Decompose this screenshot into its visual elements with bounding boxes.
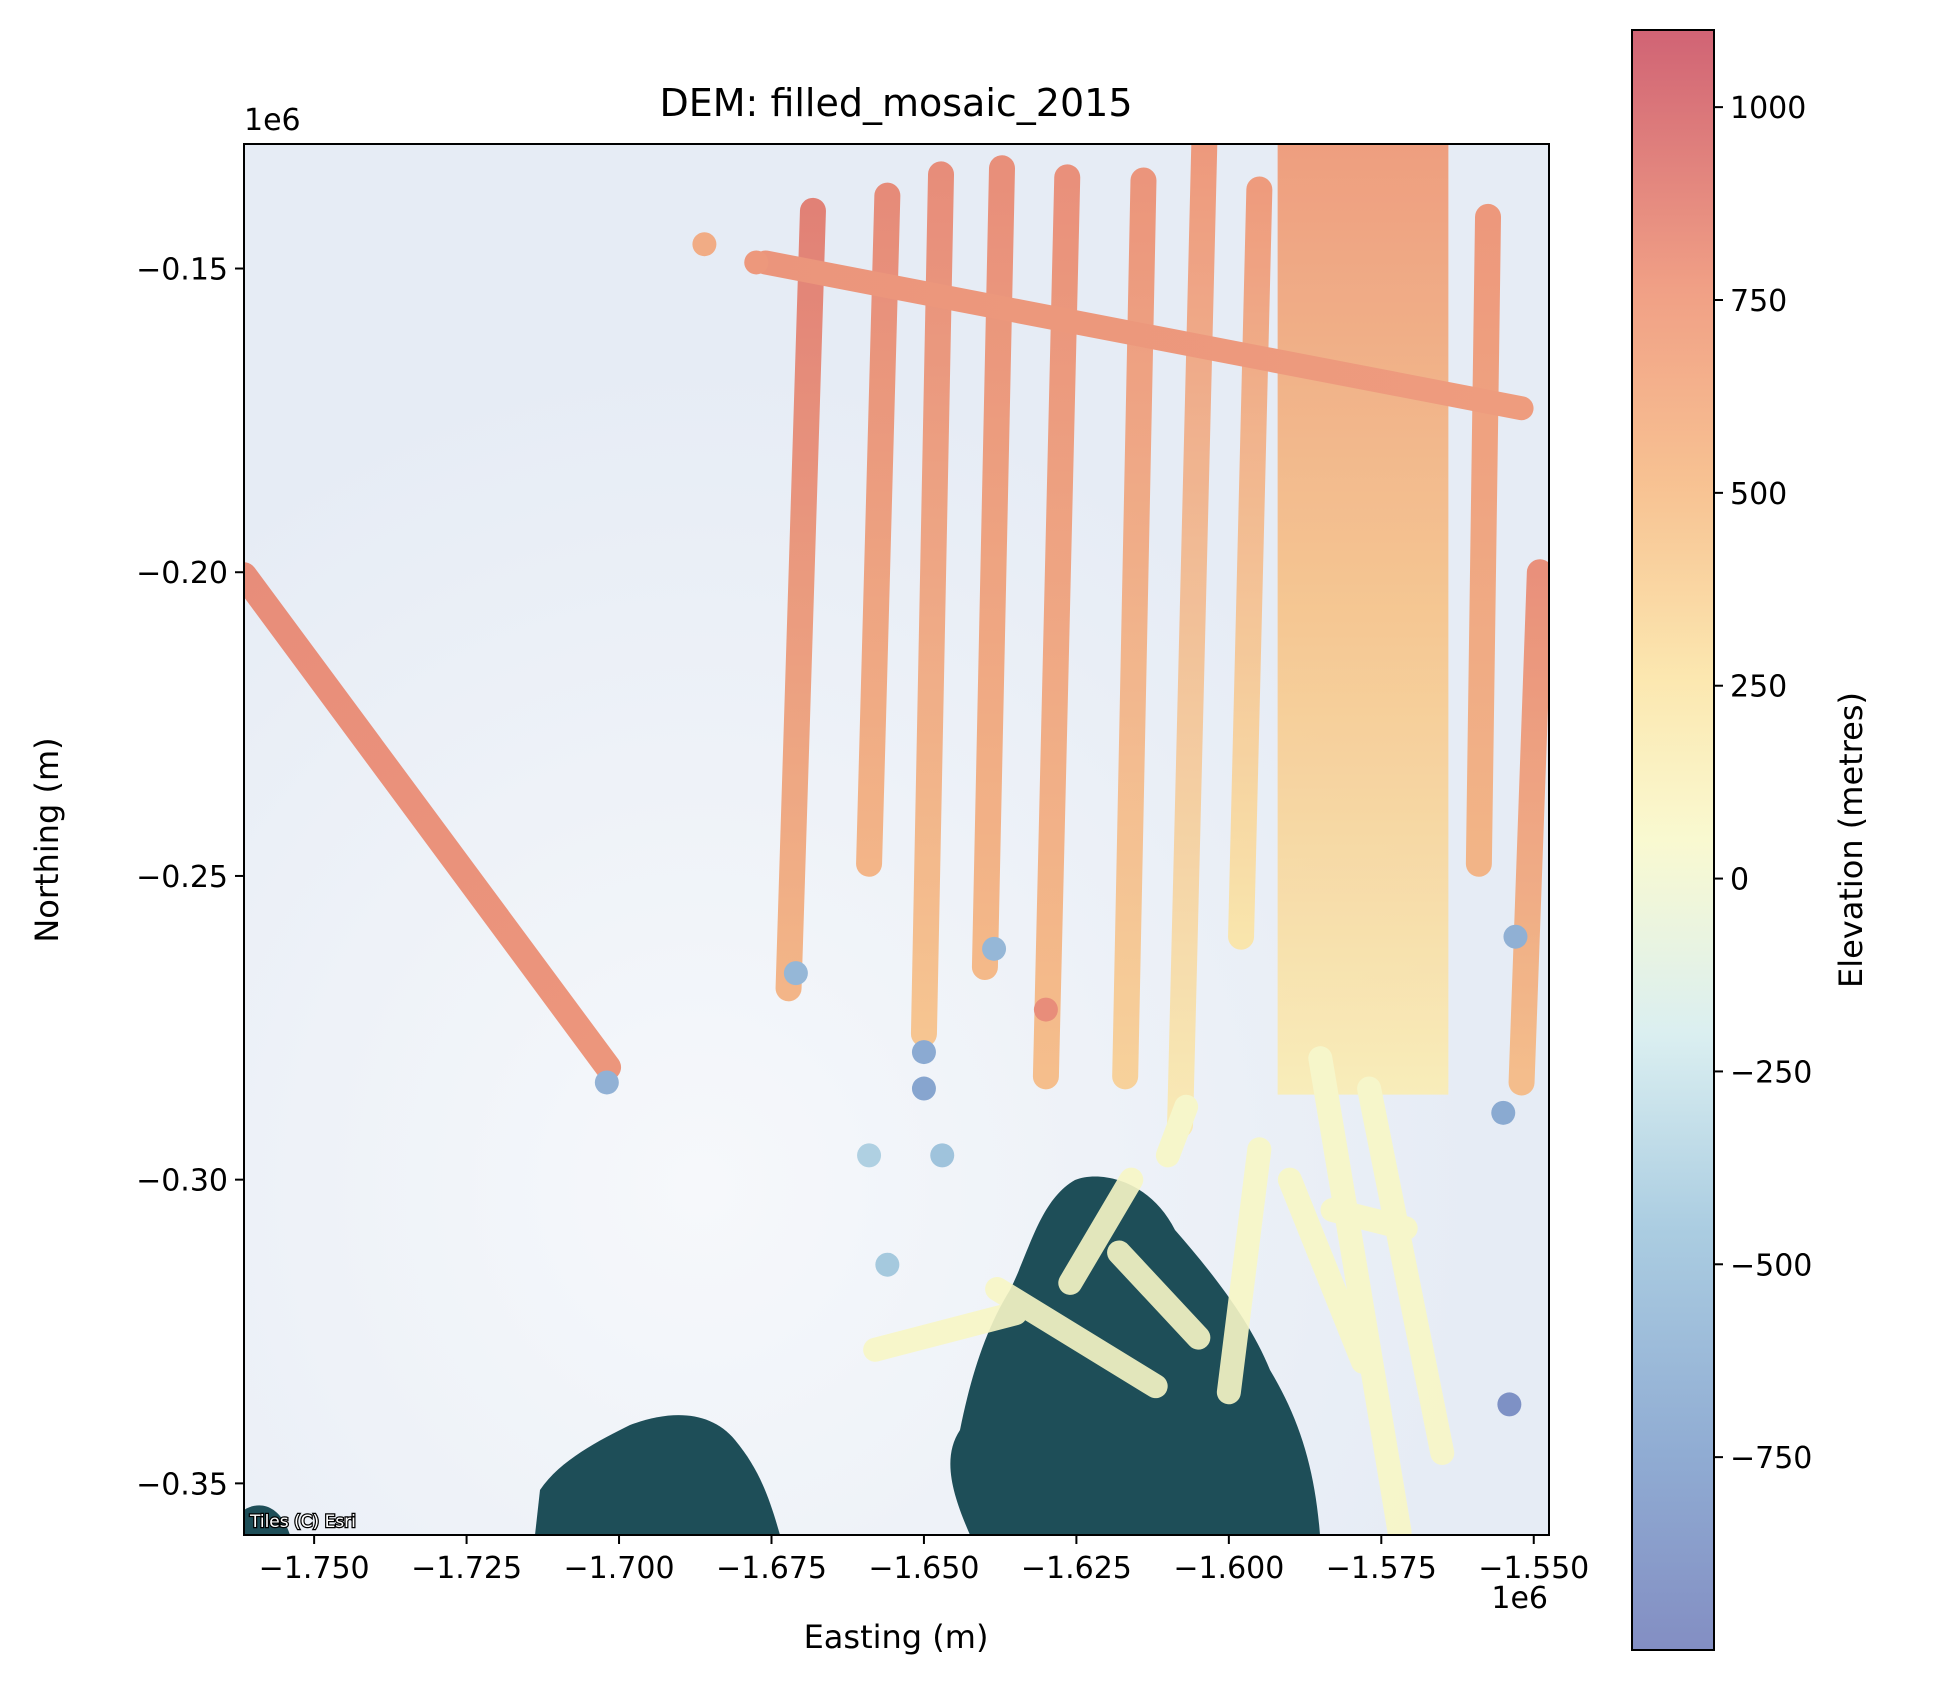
map-area: Tiles (C) Esri	[244, 144, 1549, 1535]
dem-track	[971, 155, 1015, 981]
dem-patch	[744, 250, 769, 275]
dem-track	[1167, 144, 1218, 1138]
x-tick-label: −1.625	[1021, 1551, 1132, 1586]
x-axis-label: Easting (m)	[804, 1618, 989, 1656]
dem-layer	[244, 144, 1549, 1535]
dem-track	[244, 562, 622, 1081]
y-tick-label: −0.15	[136, 253, 228, 288]
x-ticks: −1.750 −1.725 −1.700 −1.675 −1.650 −1.625 −1.6…	[259, 1535, 1589, 1586]
y-tick-label: −0.30	[136, 1164, 228, 1199]
colorbar-tick-label: −250	[1730, 1055, 1812, 1090]
dem-track	[1058, 1167, 1144, 1295]
dem-track	[1277, 1167, 1376, 1374]
colorbar-tick-label: −500	[1730, 1248, 1812, 1283]
dem-patch	[911, 1040, 936, 1065]
dem-track	[910, 161, 955, 1047]
y-tick-label: −0.35	[136, 1467, 228, 1502]
ocean-region	[950, 1176, 1320, 1535]
ocean-region	[535, 1415, 780, 1535]
y-tick-label: −0.25	[136, 860, 228, 895]
dem-track	[1465, 203, 1502, 877]
x-tick-label: −1.575	[1326, 1551, 1437, 1586]
x-offset-label: 1e6	[1491, 1581, 1548, 1616]
x-tick-label: −1.650	[868, 1551, 979, 1586]
x-tick-label: −1.700	[564, 1551, 675, 1586]
dem-patch	[982, 936, 1007, 961]
dem-patch	[1503, 924, 1528, 949]
colorbar-label: Elevation (metres)	[1832, 692, 1870, 988]
dem-patch	[1491, 1100, 1516, 1125]
dem-track	[1216, 1137, 1272, 1405]
dem-track	[1320, 1198, 1418, 1241]
dem-track	[1228, 176, 1273, 950]
dem-patch	[875, 1252, 900, 1277]
dem-patch	[692, 232, 717, 257]
x-tick-label: −1.750	[259, 1551, 370, 1586]
dem-track	[1107, 1240, 1211, 1350]
colorbar-tick-label: −750	[1730, 1441, 1812, 1476]
basemap-attribution: Tiles (C) Esri	[249, 1512, 356, 1532]
dem-track	[753, 250, 1534, 421]
colorbar-tick-label: 750	[1730, 284, 1787, 319]
colorbar-tick-label: 0	[1730, 863, 1749, 898]
y-ticks: −0.15 −0.20 −0.25 −0.30 −0.35	[136, 253, 244, 1502]
colorbar-tick-label: 250	[1730, 670, 1787, 705]
x-tick-label: −1.725	[411, 1551, 522, 1586]
y-offset-label: 1e6	[244, 103, 301, 138]
dem-patch	[783, 961, 808, 986]
dem-track	[856, 182, 901, 877]
dem-track	[1357, 1076, 1455, 1465]
dem-swath	[1277, 144, 1449, 1095]
dem-patch	[1033, 997, 1058, 1022]
x-tick-label: −1.675	[716, 1551, 827, 1586]
dem-patch	[930, 1143, 955, 1168]
dem-track	[1308, 1046, 1412, 1535]
dem-track	[775, 197, 826, 1002]
ocean-region	[244, 1505, 290, 1535]
y-tick-label: −0.20	[136, 556, 228, 591]
dem-patch	[857, 1143, 882, 1168]
x-tick-label: −1.550	[1478, 1551, 1589, 1586]
dem-track	[1112, 167, 1157, 1090]
colorbar-tick-label: 500	[1730, 477, 1787, 512]
dem-track	[863, 1301, 1028, 1362]
dem-track	[1508, 559, 1549, 1096]
chart-title: DEM: filled_mosaic_2015	[660, 81, 1133, 125]
dem-patch	[594, 1070, 619, 1095]
dem-track	[1155, 1094, 1199, 1168]
dem-patch	[1497, 1392, 1522, 1417]
y-axis-label: Northing (m)	[28, 737, 66, 942]
x-tick-label: −1.600	[1173, 1551, 1284, 1586]
colorbar	[1631, 29, 1715, 1651]
plot-frame	[243, 143, 1550, 1536]
dem-patch	[911, 1076, 936, 1101]
colorbar-tick-label: 1000	[1730, 91, 1806, 126]
colorbar-ticks: 1000 750 500 250 0 −250 −500 −750	[1714, 91, 1812, 1476]
